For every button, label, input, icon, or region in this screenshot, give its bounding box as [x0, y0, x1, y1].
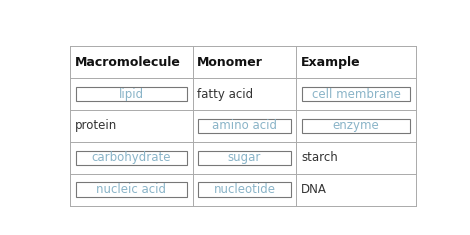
FancyBboxPatch shape	[198, 151, 290, 165]
FancyBboxPatch shape	[302, 119, 410, 133]
Text: lipid: lipid	[118, 88, 144, 101]
Text: nucleotide: nucleotide	[213, 183, 275, 196]
Text: protein: protein	[74, 119, 117, 132]
Text: carbohydrate: carbohydrate	[91, 151, 171, 164]
FancyBboxPatch shape	[76, 151, 187, 165]
Text: Monomer: Monomer	[197, 56, 263, 69]
Text: nucleic acid: nucleic acid	[96, 183, 166, 196]
FancyBboxPatch shape	[76, 87, 187, 101]
Text: Macromolecule: Macromolecule	[74, 56, 180, 69]
Text: Example: Example	[301, 56, 360, 69]
Text: cell membrane: cell membrane	[312, 88, 400, 101]
Text: starch: starch	[301, 151, 338, 164]
FancyBboxPatch shape	[302, 87, 410, 101]
FancyBboxPatch shape	[198, 182, 290, 197]
FancyBboxPatch shape	[76, 182, 187, 197]
Text: enzyme: enzyme	[333, 119, 379, 132]
Text: amino acid: amino acid	[212, 119, 277, 132]
Text: fatty acid: fatty acid	[197, 88, 253, 101]
FancyBboxPatch shape	[198, 119, 290, 133]
Text: DNA: DNA	[301, 183, 327, 196]
Text: sugar: sugar	[228, 151, 261, 164]
